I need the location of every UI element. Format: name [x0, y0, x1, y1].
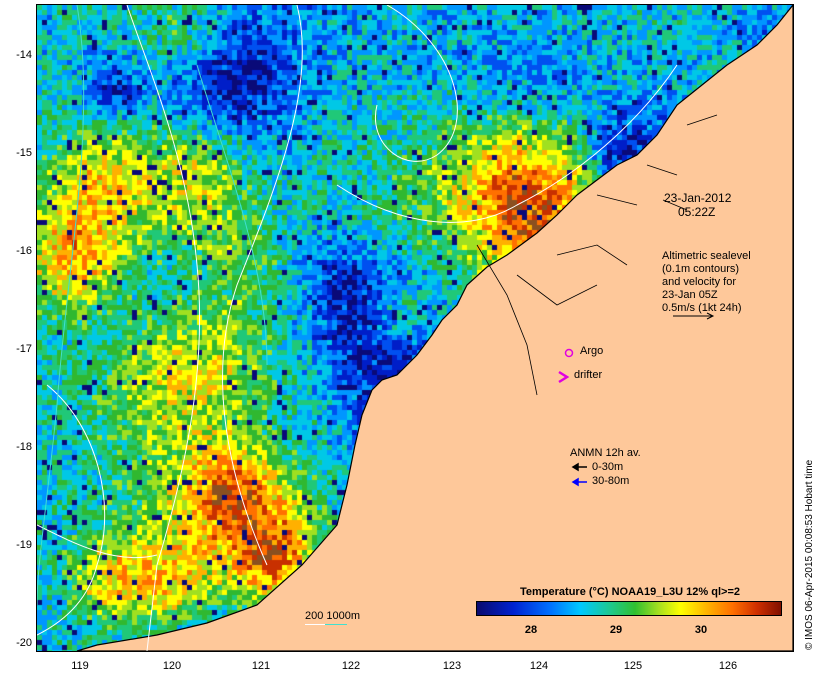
x-tick-label: 124 — [529, 660, 549, 672]
y-tick-label: -18 — [16, 441, 32, 453]
colorbar — [476, 601, 782, 616]
map-overlay — [37, 5, 793, 651]
date-label: 23-Jan-2012 — [664, 191, 732, 205]
drifter-legend-label: drifter — [574, 369, 603, 381]
argo-float-marker — [564, 348, 574, 358]
x-tick-label: 120 — [162, 660, 182, 672]
sst-map[interactable] — [36, 4, 794, 652]
credit-text: © IMOS 06-Apr-2015 00:08:53 Hobart time — [804, 459, 815, 650]
x-tick-label: 121 — [251, 660, 271, 672]
kimberley-inlets — [476, 114, 718, 396]
altimetric-line: Altimetric sealevel — [662, 250, 751, 262]
y-tick-label: -15 — [16, 147, 32, 159]
x-tick-label: 122 — [341, 660, 361, 672]
x-tick-label: 125 — [623, 660, 643, 672]
altimetric-line: and velocity for — [662, 276, 736, 288]
y-tick-label: -14 — [16, 49, 32, 61]
x-tick-label: 123 — [442, 660, 462, 672]
altimetric-line: 0.5m/s (1kt 24h) — [662, 302, 742, 314]
anmn-deep-label: 30-80m — [592, 475, 630, 487]
anmn-deep-arrow — [571, 477, 587, 487]
x-tick-label: 119 — [71, 660, 89, 672]
anmn-shallow-arrow — [571, 462, 587, 472]
colorbar-title: Temperature (°C) NOAA19_L3U 12% ql>=2 — [520, 586, 740, 598]
sealevel-contours — [37, 5, 678, 651]
contour-1000m-swatch — [325, 624, 347, 625]
colorbar-tick: 28 — [524, 624, 538, 636]
y-tick-label: -19 — [16, 539, 32, 551]
time-label: 05:22Z — [678, 205, 716, 219]
y-tick-label: -20 — [16, 637, 32, 649]
altimetric-line: 23-Jan 05Z — [662, 289, 718, 301]
argo-legend-label: Argo — [580, 345, 604, 357]
anmn-title: ANMN 12h av. — [570, 447, 641, 459]
altimetric-line: (0.1m contours) — [662, 263, 740, 275]
leader-line — [662, 199, 688, 211]
contour-200m-swatch — [305, 624, 325, 625]
coastline-land — [76, 5, 793, 651]
y-tick-label: -16 — [16, 245, 32, 257]
drifter-marker — [558, 370, 570, 384]
contour-scale-label: 200 1000m — [305, 610, 361, 622]
velocity-scale-arrow — [673, 312, 715, 320]
colorbar-tick: 30 — [694, 624, 708, 636]
bathymetry-1000m-contours — [37, 5, 268, 606]
anmn-shallow-label: 0-30m — [592, 461, 624, 473]
y-tick-label: -17 — [16, 343, 32, 355]
colorbar-tick: 29 — [609, 624, 623, 636]
x-tick-label: 126 — [718, 660, 738, 672]
